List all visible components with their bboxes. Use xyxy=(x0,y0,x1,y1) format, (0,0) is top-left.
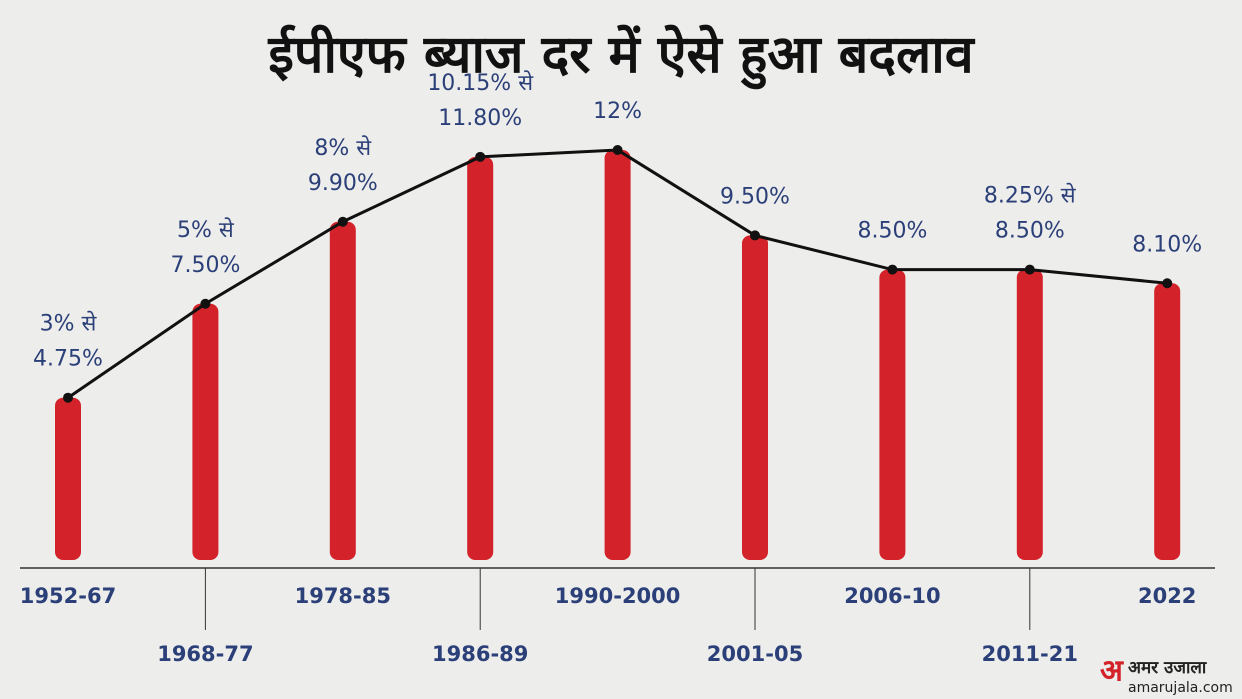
bar xyxy=(329,221,356,560)
data-label: 11.80% xyxy=(438,106,522,131)
chart-title: ईपीएफ ब्याज दर में ऐसे हुआ बदलाव xyxy=(267,24,975,90)
x-tick-label: 1952-67 xyxy=(20,584,116,608)
bar xyxy=(467,156,494,561)
x-tick-label: 1990-2000 xyxy=(555,584,681,608)
bar xyxy=(604,150,631,560)
x-tick-label: 1978-85 xyxy=(295,584,391,608)
brand-mark: अ xyxy=(1100,654,1124,689)
point xyxy=(63,392,73,403)
x-tick-label: 1968-77 xyxy=(157,642,253,666)
bar xyxy=(879,269,906,560)
point xyxy=(612,145,623,155)
point xyxy=(1024,264,1035,275)
x-tick-label: 2011-21 xyxy=(982,642,1078,666)
brand-name: अमर उजाला xyxy=(1128,658,1207,678)
data-label: 8.50% xyxy=(857,219,927,244)
brand-logo: अ अमर उजाला amarujala.com xyxy=(1100,654,1233,697)
point xyxy=(475,151,486,162)
data-label: 3% से xyxy=(40,311,98,337)
x-tick-label: 1986-89 xyxy=(432,642,528,666)
point xyxy=(750,230,760,241)
brand-site: amarujala.com xyxy=(1128,680,1233,696)
bar xyxy=(742,235,768,560)
data-label: 5% से xyxy=(177,217,235,243)
bar xyxy=(1016,269,1043,560)
data-label: 8% से xyxy=(314,135,372,161)
x-tick-label: 2006-10 xyxy=(844,584,940,608)
point xyxy=(887,264,898,275)
point xyxy=(337,216,348,227)
data-label: 8.25% से xyxy=(984,183,1077,209)
point xyxy=(1162,278,1173,289)
data-label: 8.10% xyxy=(1132,232,1202,257)
bar xyxy=(55,397,81,560)
data-label: 8.50% xyxy=(995,219,1065,244)
data-label: 7.50% xyxy=(170,253,240,278)
data-label: 9.50% xyxy=(720,184,790,209)
x-tick-label: 2001-05 xyxy=(707,642,803,666)
data-label: 9.90% xyxy=(308,171,378,196)
data-label: 4.75% xyxy=(33,347,103,372)
bar xyxy=(192,303,219,560)
data-label: 10.15% से xyxy=(427,70,534,96)
point xyxy=(200,298,211,309)
bar xyxy=(1154,283,1181,560)
data-label: 12% xyxy=(593,99,642,124)
x-tick-label: 2022 xyxy=(1138,584,1196,608)
